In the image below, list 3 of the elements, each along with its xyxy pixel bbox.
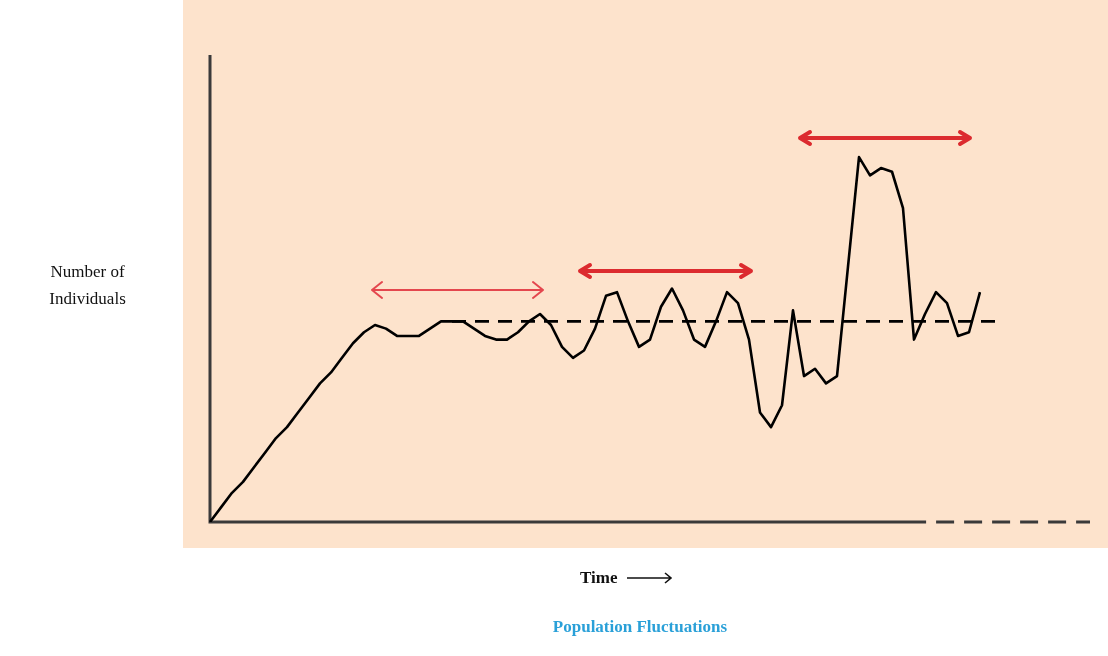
x-axis-title: Time <box>580 568 618 588</box>
y-axis-title: Number of Individuals <box>48 261 127 310</box>
text: Population Fluctuations <box>551 617 729 637</box>
